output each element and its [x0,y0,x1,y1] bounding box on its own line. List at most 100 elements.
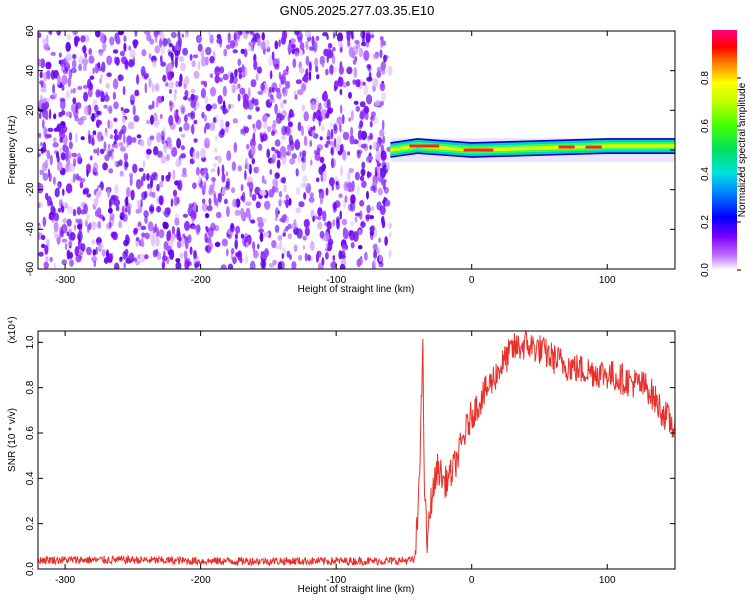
noise-speckle [232,76,238,84]
noise-speckle [287,121,293,128]
noise-speckle [88,134,92,145]
noise-speckle [315,252,320,263]
noise-speckle [161,261,166,269]
noise-speckle [146,119,151,125]
noise-speckle [115,37,121,45]
noise-speckle [250,79,257,88]
noise-speckle [260,259,267,268]
noise-speckle [268,189,275,198]
noise-speckle [260,190,267,197]
noise-speckle [278,190,283,198]
noise-speckle [140,139,145,147]
noise-speckle [156,119,161,126]
noise-speckle [93,148,98,154]
noise-speckle [101,61,106,73]
noise-speckle [156,227,160,238]
noise-speckle [212,117,217,123]
noise-speckle [251,157,255,165]
noise-speckle [190,125,194,133]
noise-speckle [240,184,244,192]
noise-speckle [179,252,183,259]
y-tick-label: -40 [25,222,36,237]
noise-speckle [65,111,72,117]
noise-speckle [143,74,148,80]
noise-speckle [189,54,193,61]
noise-speckle [360,168,366,177]
noise-speckle [136,199,141,208]
noise-speckle [345,244,348,250]
noise-speckle [129,93,136,101]
noise-speckle [204,122,211,130]
noise-speckle [266,39,270,50]
noise-speckle [168,51,173,57]
noise-speckle [377,136,382,144]
noise-speckle [296,228,303,239]
noise-speckle [146,148,152,155]
noise-speckle [193,119,198,125]
noise-speckle [287,43,293,54]
noise-speckle [333,66,338,73]
noise-speckle [271,130,275,136]
noise-speckle [332,32,336,39]
noise-speckle [297,36,303,43]
signal-peak [463,148,480,152]
noise-speckle [355,40,360,50]
noise-speckle [43,71,48,82]
noise-speckle [60,230,64,238]
noise-speckle [274,149,279,154]
noise-speckle [209,122,216,132]
noise-speckle [232,256,237,265]
noise-speckle [105,82,110,89]
noise-speckle [61,84,65,91]
y-tick-label: 0.4 [25,471,36,485]
noise-speckle [148,77,152,89]
noise-speckle [102,40,107,52]
noise-speckle [348,229,353,236]
noise-speckle [241,64,245,73]
noise-speckle [92,249,97,256]
noise-speckle [328,177,335,187]
noise-speckle [269,169,273,175]
noise-speckle [248,212,252,222]
noise-speckle [352,231,359,242]
noise-speckle [348,117,351,122]
noise-speckle [315,66,319,73]
noise-speckle [355,105,360,112]
noise-speckle [298,201,305,208]
noise-speckle [342,244,347,252]
noise-speckle [40,94,43,102]
noise-speckle [370,34,375,39]
noise-speckle [54,187,60,198]
noise-speckle [44,244,49,255]
noise-speckle [77,152,81,162]
noise-speckle [318,262,323,269]
noise-speckle [74,35,80,42]
noise-speckle [287,233,292,240]
noise-speckle [280,76,285,85]
noise-speckle [372,53,379,60]
noise-speckle [303,74,309,83]
noise-speckle [130,189,135,201]
noise-speckle [357,129,363,141]
noise-speckle [339,46,343,53]
y-tick-label: 20 [25,104,36,116]
chart-title: GN05.2025.277.03.35.E10 [280,3,435,18]
noise-speckle [375,151,382,161]
noise-speckle [380,167,386,179]
noise-speckle [168,143,173,150]
noise-speckle [112,49,119,54]
noise-speckle [353,100,359,105]
noise-speckle [322,210,327,222]
noise-speckle [38,183,44,194]
noise-speckle [329,140,335,147]
noise-speckle [319,136,323,141]
noise-speckle [147,221,154,232]
noise-speckle [40,243,46,249]
noise-speckle [364,111,369,121]
noise-speckle [192,150,196,161]
noise-speckle [249,31,253,36]
noise-speckle [191,217,195,224]
noise-speckle [95,190,100,200]
noise-speckle [278,199,282,207]
colorbar-label: Normalized spectral amplitude [737,82,748,217]
